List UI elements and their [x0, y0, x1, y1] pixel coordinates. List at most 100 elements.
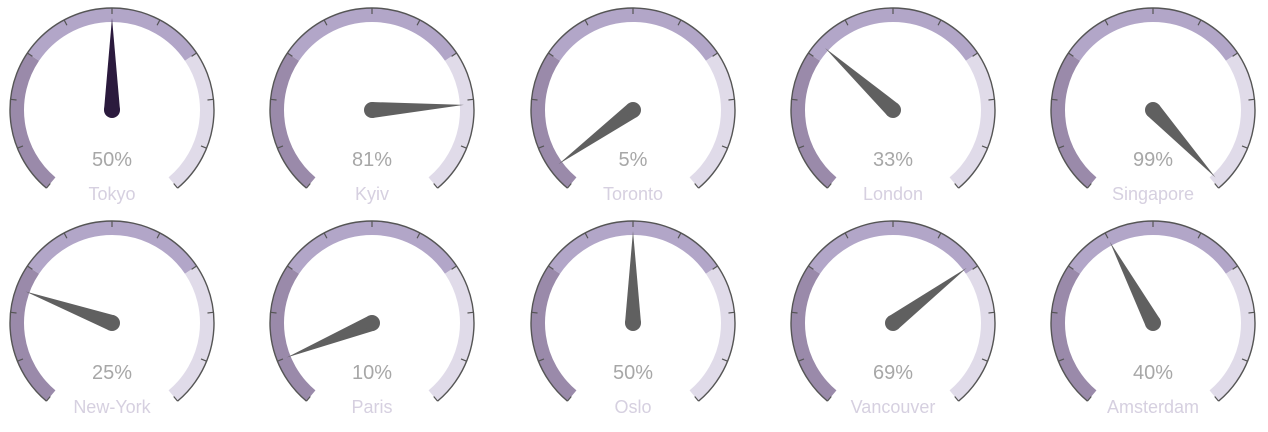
gauge-outline — [1050, 7, 1256, 189]
gauge-tick — [584, 232, 589, 239]
gauge-tick — [270, 311, 277, 314]
gauge-band-1 — [808, 8, 978, 61]
gauge-outline — [9, 220, 215, 402]
gauge-tick — [200, 145, 207, 149]
gauge-tick — [1241, 358, 1248, 362]
gauge-value-label: 5% — [619, 149, 648, 171]
gauge-needle-hub — [625, 102, 641, 118]
gauge-tick — [467, 311, 474, 314]
gauge-tick — [27, 52, 33, 57]
gauge-london: 33% London — [773, 7, 1013, 219]
gauge-needle — [558, 103, 638, 165]
gauge-tick — [451, 52, 457, 57]
gauge-tick — [1214, 396, 1220, 402]
gauge-tick — [531, 311, 538, 314]
gauge-tick — [972, 265, 978, 270]
gauge-tick — [677, 232, 682, 239]
gauge-tick — [173, 396, 179, 402]
gauge-tick — [937, 232, 942, 239]
gauge-band-0 — [270, 265, 316, 402]
gauge-value-label: 25% — [92, 362, 132, 384]
gauge-band-2 — [1209, 265, 1255, 402]
gauge-band-2 — [689, 265, 735, 402]
gauge-city-label: New-York — [73, 397, 151, 417]
gauge-tick — [538, 358, 545, 362]
gauge-value-label: 50% — [92, 149, 132, 171]
gauge-band-2 — [168, 52, 214, 189]
gauge-tick — [1051, 311, 1058, 314]
gauge-tick — [566, 396, 572, 402]
gauge-band-1 — [548, 221, 718, 274]
gauge-needle-hub — [104, 102, 120, 118]
gauge-needle — [371, 102, 464, 118]
gauge-needle-hub — [1145, 102, 1161, 118]
gauge-tick — [826, 183, 832, 189]
gauge-tick — [1058, 145, 1065, 149]
gauge-tick — [207, 98, 214, 101]
gauge-amsterdam: 40% Amsterdam — [1033, 220, 1268, 432]
gauge-tick — [1051, 98, 1058, 101]
gauge-tick — [433, 183, 439, 189]
gauge-kyiv: 81% Kyiv — [252, 7, 492, 219]
gauge-needle — [1109, 241, 1161, 327]
gauge-toronto: 5% Toronto — [513, 7, 753, 219]
gauge-svg: 81% Kyiv — [269, 7, 475, 204]
gauge-city-label: London — [863, 184, 923, 204]
gauge-tick — [1197, 19, 1202, 26]
gauge-band-0 — [1051, 52, 1097, 189]
gauge-tick — [954, 396, 960, 402]
gauge-needle — [104, 18, 120, 110]
gauge-outline — [530, 7, 736, 189]
gauge-band-1 — [1068, 221, 1238, 274]
gauge-city-label: Paris — [351, 397, 392, 417]
gauge-band-2 — [689, 52, 735, 189]
gauge-singapore: 99% Singapore — [1033, 7, 1268, 219]
gauge-tick — [937, 19, 942, 26]
gauge-vancouver: 69% Vancouver — [773, 220, 1013, 432]
gauge-outline — [790, 220, 996, 402]
gauge-value-label: 69% — [873, 362, 913, 384]
gauge-tick — [287, 52, 293, 57]
gauge-tick — [954, 183, 960, 189]
gauge-band-0 — [791, 52, 837, 189]
gauge-tick — [200, 358, 207, 362]
gauge-tick — [1104, 19, 1109, 26]
gauge-tick — [173, 183, 179, 189]
gauge-tick — [27, 265, 33, 270]
gauge-needle-hub — [364, 315, 380, 331]
gauge-tick — [548, 265, 554, 270]
gauge-tick — [791, 98, 798, 101]
gauge-tick — [798, 358, 805, 362]
gauge-tick — [305, 396, 311, 402]
gauge-tick — [207, 311, 214, 314]
gauge-needle-hub — [885, 315, 901, 331]
gauge-band-1 — [27, 221, 197, 274]
gauge-band-2 — [168, 265, 214, 402]
gauge-tick — [531, 98, 538, 101]
gauge-needle — [825, 47, 899, 116]
gauge-tick — [1214, 183, 1220, 189]
gauge-band-1 — [287, 8, 457, 61]
gauge-svg: 33% London — [790, 7, 996, 204]
gauge-tick — [10, 311, 17, 314]
gauge-paris: 10% Paris — [252, 220, 492, 432]
gauge-tick — [1248, 311, 1255, 314]
gauge-tick — [844, 232, 849, 239]
gauge-band-2 — [428, 265, 474, 402]
gauge-tick — [277, 358, 284, 362]
gauge-tick — [988, 98, 995, 101]
gauge-svg: 69% Vancouver — [790, 220, 996, 417]
gauge-value-label: 99% — [1133, 149, 1173, 171]
gauge-tick — [981, 145, 988, 149]
gauge-tick — [798, 145, 805, 149]
gauge-tick — [156, 19, 161, 26]
gauge-needle-hub — [885, 102, 901, 118]
gauge-svg: 10% Paris — [269, 220, 475, 417]
gauge-tick — [323, 19, 328, 26]
gauge-tick — [694, 396, 700, 402]
gauge-svg: 99% Singapore — [1050, 7, 1256, 204]
gauge-tick — [728, 98, 735, 101]
gauge-tick — [1068, 52, 1074, 57]
gauge-needle-hub — [1145, 315, 1161, 331]
gauge-needle — [888, 267, 967, 330]
